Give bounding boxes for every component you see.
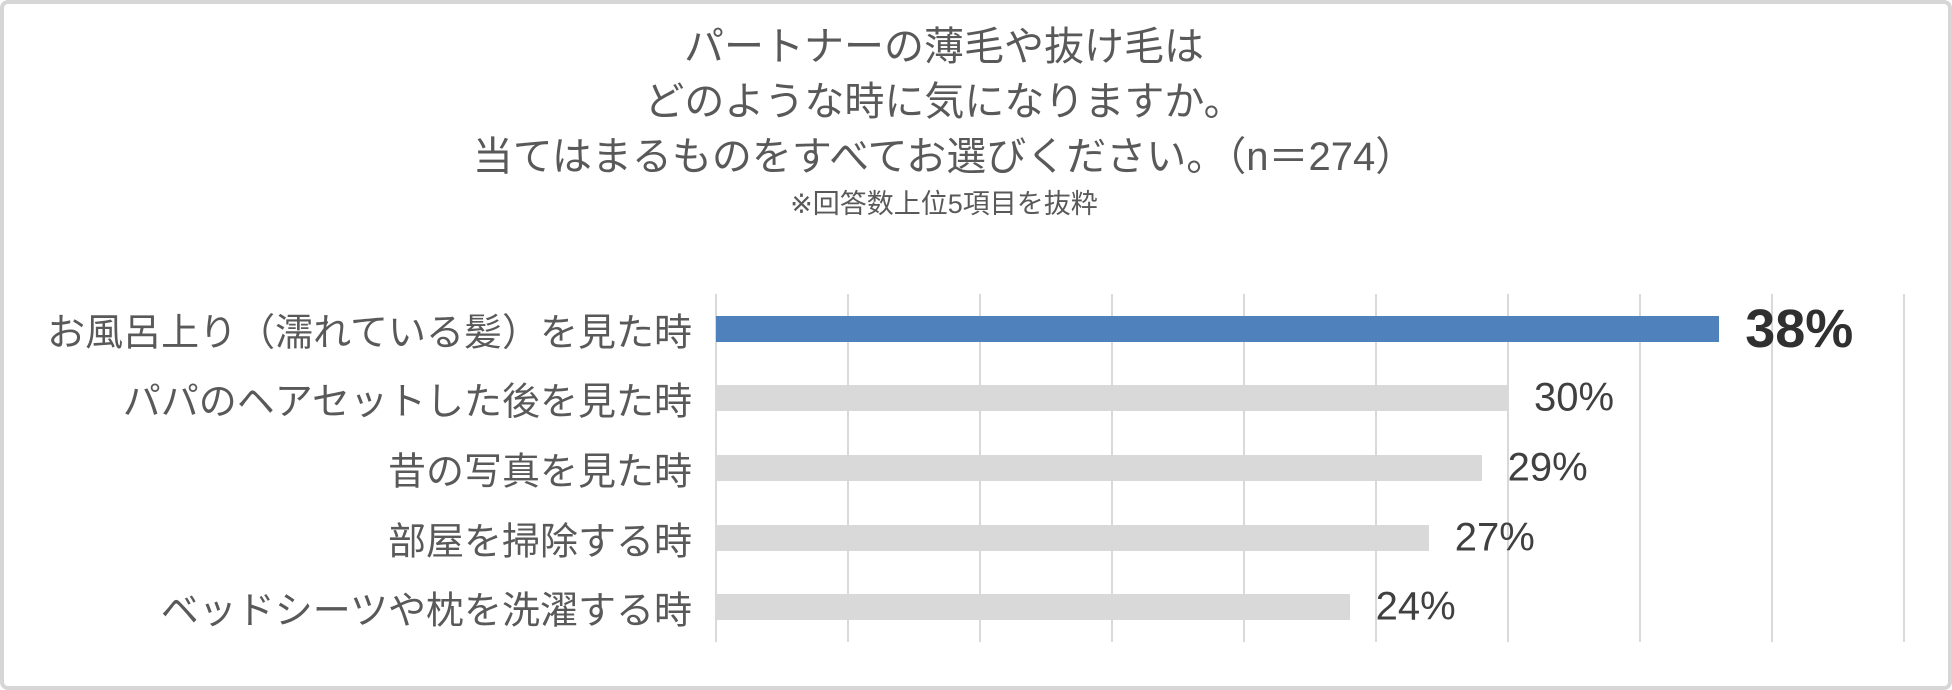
- category-label-2: パパのヘアセットした後を見た時: [122, 381, 692, 424]
- chart-title-line-2: どのような時に気になりますか。: [644, 80, 1244, 124]
- chart-title-line-3: 当てはまるものをすべてお選びください。（n＝274）: [472, 135, 1416, 179]
- category-label-5: ベッドシーツや枕を洗濯する時: [160, 590, 692, 633]
- bar-2: [716, 385, 1508, 412]
- bar-3: [716, 454, 1482, 481]
- gridline-30: [1507, 294, 1509, 642]
- bar-row-3: 昔の写真を見た時 29%: [4, 433, 1948, 503]
- category-label-3: 昔の写真を見た時: [387, 451, 692, 494]
- bar-row-4: 部屋を掃除する時 27%: [4, 503, 1948, 573]
- bar-row-1: お風呂上り（濡れている髪）を見た時 38%: [4, 294, 1948, 364]
- bar-5: [716, 594, 1350, 621]
- value-label-2: 30%: [1534, 375, 1615, 420]
- bar-4: [716, 524, 1429, 551]
- chart-title-note: ※回答数上位5項目を抜粋: [790, 189, 1098, 219]
- value-label-4: 27%: [1454, 515, 1535, 560]
- emphasis-bar-1: [716, 315, 1720, 342]
- value-label-1: 38%: [1745, 298, 1854, 359]
- category-label-1: お風呂上り（濡れている髪）を見た時: [47, 312, 692, 355]
- category-label-4: 部屋を掃除する時: [387, 521, 692, 564]
- bar-rows: お風呂上り（濡れている髪）を見た時 38% パパのヘアセットした後を見た時 30% 昔の…: [4, 294, 1948, 642]
- chart-title-line-1: パートナーの薄毛や抜け毛は: [684, 25, 1204, 69]
- bar-row-2: パパのヘアセットした後を見た時 30%: [4, 364, 1948, 434]
- bar-row-5: ベッドシーツや枕を洗濯する時 24%: [4, 572, 1948, 642]
- gridline-45: [1903, 294, 1905, 642]
- gridline-35: [1639, 294, 1641, 642]
- chart-title: パートナーの薄毛や抜け毛は どのような時に気になりますか。 当てはまるものをすべ…: [4, 20, 1884, 221]
- gridline-40: [1771, 294, 1773, 642]
- value-label-3: 29%: [1507, 445, 1588, 490]
- value-label-5: 24%: [1375, 584, 1456, 629]
